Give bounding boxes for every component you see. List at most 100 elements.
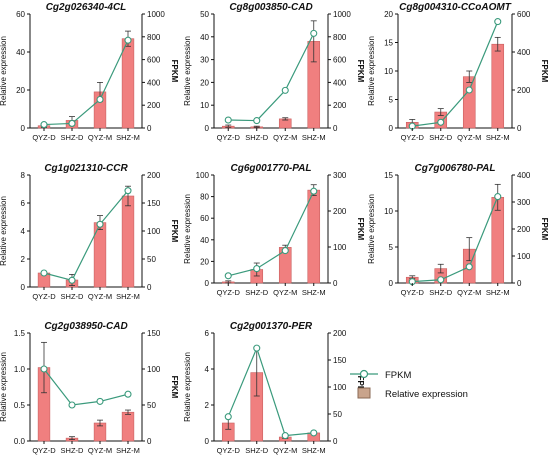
right-tick-label: 200 [147, 171, 161, 180]
left-tick-label: 5 [389, 96, 394, 105]
y-axis-label: Relative expression [367, 194, 376, 264]
left-tick-label: 60 [16, 10, 25, 19]
left-tick-label: 10 [200, 101, 209, 110]
left-tick-label: 30 [200, 56, 209, 65]
chart-panel-6: Cg7g006780-PAL 0 5 10 15 0 100 200 300 400 Relativ… [367, 163, 549, 297]
left-tick-label: 60 [200, 214, 209, 223]
right-tick-label: 100 [517, 252, 531, 261]
fpkm-point-SHZ-D [437, 118, 445, 126]
right-tick-label: 0 [147, 283, 152, 292]
y-axis-label: Relative expression [183, 36, 192, 106]
x-tick-label: QYZ-D [217, 446, 241, 455]
fpkm-point-QYZ-D [224, 413, 232, 421]
fpkm-line [228, 190, 315, 277]
charts-group: Cg2g026340-4CL020406002004006008001000Re… [0, 2, 549, 455]
fpkm-point-SHZ-M [494, 193, 502, 201]
left-tick-label: 0.0 [14, 437, 26, 446]
left-tick-label: 40 [16, 48, 25, 57]
fpkm-point-SHZ-D [437, 276, 445, 284]
left-tick-label: 10 [384, 207, 393, 216]
left-tick-label: 10 [384, 67, 393, 76]
fpkm-line [412, 21, 499, 127]
y-axis-label: Relative expression [0, 352, 8, 422]
fpkm-point-SHZ-M [124, 187, 132, 195]
fpkm-point-QYZ-M [465, 263, 473, 271]
right-tick-label: 300 [517, 198, 531, 207]
right-tick-label: 200 [333, 101, 347, 110]
x-tick-label: SHZ-M [116, 446, 140, 455]
right-tick-label: 200 [147, 101, 161, 110]
x-tick-label: QYZ-M [273, 133, 297, 142]
y-axis-label: Relative expression [0, 196, 8, 266]
x-tick-label: QYZ-D [401, 288, 425, 297]
right-tick-label: 50 [147, 401, 156, 410]
x-tick-label: SHZ-M [302, 133, 326, 142]
y2-axis-label: FPKM [356, 376, 365, 399]
x-tick-label: SHZ-M [116, 292, 140, 301]
x-tick-label: SHZ-D [429, 288, 452, 297]
x-tick-label: QYZ-M [88, 133, 112, 142]
fpkm-point-SHZ-D [68, 276, 76, 284]
y2-axis-label: FPKM [356, 60, 365, 83]
left-tick-label: 0 [21, 283, 26, 292]
left-tick-label: 6 [205, 329, 210, 338]
right-tick-label: 0 [147, 124, 152, 133]
left-tick-label: 20 [200, 257, 209, 266]
left-tick-label: 0.5 [14, 401, 26, 410]
y2-axis-label: FPKM [170, 220, 179, 243]
x-tick-label: SHZ-D [245, 133, 268, 142]
fpkm-line [412, 196, 499, 283]
y-axis-label: Relative expression [0, 36, 8, 106]
x-tick-label: QYZ-D [217, 133, 241, 142]
fpkm-point-SHZ-M [124, 390, 132, 398]
x-tick-label: QYZ-D [401, 133, 425, 142]
left-tick-label: 20 [200, 78, 209, 87]
x-tick-label: QYZ-D [32, 446, 56, 455]
fpkm-point-QYZ-D [224, 116, 232, 124]
right-tick-label: 600 [517, 10, 531, 19]
left-tick-label: 0 [389, 124, 394, 133]
fpkm-line [43, 39, 129, 126]
left-tick-label: 5 [389, 243, 394, 252]
x-tick-label: QYZ-D [32, 133, 56, 142]
right-tick-label: 200 [333, 207, 347, 216]
right-tick-label: 300 [333, 171, 347, 180]
x-tick-label: QYZ-M [88, 446, 112, 455]
x-tick-label: QYZ-D [32, 292, 56, 301]
left-tick-label: 20 [384, 10, 393, 19]
right-tick-label: 100 [147, 365, 161, 374]
chart-panel-3: Cg8g004310-CCoAOMT051015200200400600Rela… [367, 2, 549, 142]
x-tick-label: SHZ-M [302, 446, 326, 455]
x-tick-label: QYZ-M [88, 292, 112, 301]
y2-axis-label: FPKM [170, 60, 179, 83]
left-tick-label: 4 [205, 365, 210, 374]
fpkm-point-QYZ-D [40, 365, 48, 373]
bar-SHZ-M [307, 189, 321, 284]
chart-panel-8: Cg2g001370-PER 0 2 4 6 0 50 100 150 200 Relative e… [183, 321, 365, 455]
left-tick-label: 0 [21, 124, 26, 133]
right-tick-label: 100 [333, 243, 347, 252]
right-tick-label: 200 [517, 225, 531, 234]
left-tick-label: 20 [16, 86, 25, 95]
y2-axis-label: FPKM [540, 218, 549, 241]
right-tick-label: 100 [333, 383, 347, 392]
right-tick-label: 50 [333, 410, 342, 419]
legend-line-marker [359, 369, 369, 379]
right-tick-label: 150 [333, 356, 347, 365]
fpkm-point-SHZ-D [253, 265, 261, 273]
right-tick-label: 150 [147, 329, 161, 338]
legend: FPKM Relative expression [350, 369, 468, 400]
x-tick-label: QYZ-M [273, 288, 297, 297]
chart-title: Cg8g003850-CAD [229, 2, 312, 13]
chart-title: Cg6g001770-PAL [231, 163, 312, 174]
fpkm-point-SHZ-M [124, 36, 132, 44]
left-tick-label: 1.0 [14, 365, 26, 374]
fpkm-line [228, 33, 315, 122]
left-tick-label: 8 [21, 171, 26, 180]
fpkm-point-SHZ-M [494, 18, 502, 26]
x-tick-label: SHZ-D [61, 446, 84, 455]
left-tick-label: 15 [384, 39, 393, 48]
fpkm-point-SHZ-D [253, 117, 261, 125]
right-tick-label: 400 [147, 78, 161, 87]
left-tick-label: 100 [196, 171, 210, 180]
